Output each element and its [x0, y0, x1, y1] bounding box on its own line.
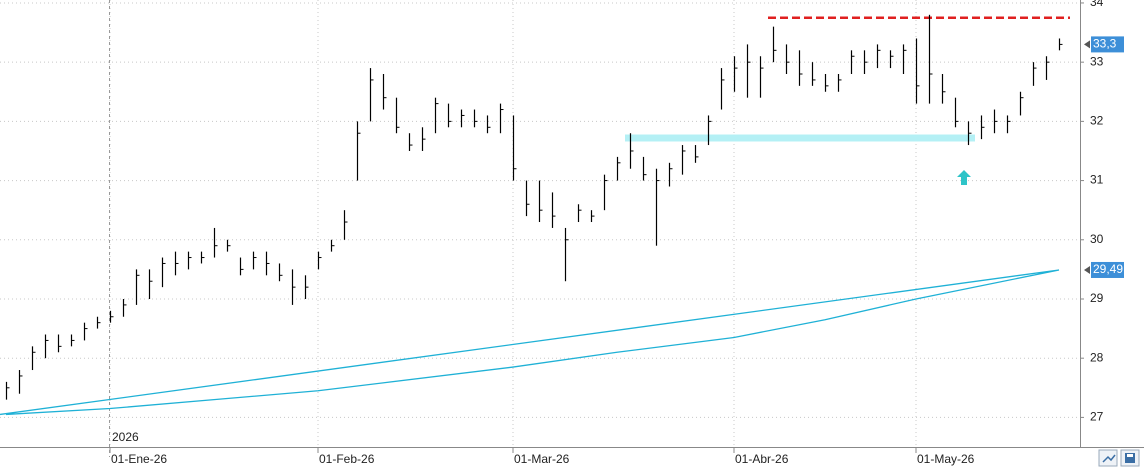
y-tick-label: 29	[1090, 291, 1104, 305]
x-tick-label: 01-Abr-26	[735, 452, 789, 466]
save-icon-slot	[1127, 454, 1133, 457]
ma-price-pointer	[1084, 265, 1090, 274]
ma-price-flag	[1091, 261, 1124, 278]
moving-average	[0, 269, 1060, 416]
y-tick-label: 28	[1090, 350, 1104, 364]
y-tick-label: 32	[1090, 114, 1104, 128]
x-tick-label: 01-Ene-26	[111, 452, 167, 466]
ma-price-label: 29,49	[1093, 262, 1123, 276]
zoom-icon	[1102, 454, 1116, 463]
x-tick-label: 01-Feb-26	[319, 452, 375, 466]
y-tick-label: 34	[1090, 0, 1104, 9]
year-label: 2026	[112, 430, 139, 444]
x-tick-label: 01-May-26	[917, 452, 975, 466]
x-tick-label: 01-Mar-26	[514, 452, 570, 466]
y-tick-label: 30	[1090, 232, 1104, 246]
last-price-flag	[1091, 36, 1124, 53]
y-tick-label: 31	[1090, 173, 1104, 187]
y-tick-label: 33	[1090, 54, 1104, 68]
y-tick-label: 27	[1090, 410, 1104, 424]
toolbar	[1098, 449, 1140, 467]
arrow-annotation	[957, 170, 971, 185]
last-price-pointer	[1084, 40, 1090, 49]
save-icon	[1125, 453, 1135, 463]
last-price-label: 33,3	[1093, 37, 1117, 51]
